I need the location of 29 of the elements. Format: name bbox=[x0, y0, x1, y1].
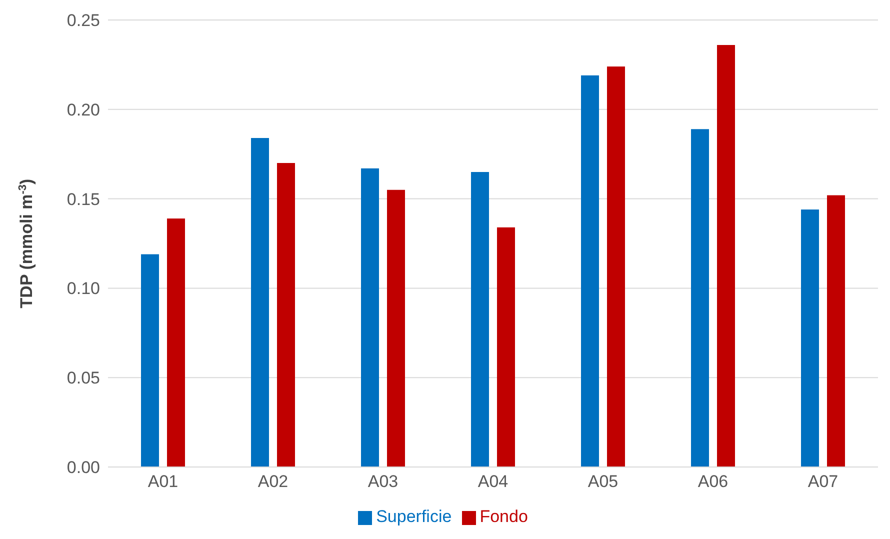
legend-label: Superficie bbox=[376, 507, 452, 526]
x-tick-label: A01 bbox=[148, 472, 178, 492]
x-tick-label: A03 bbox=[368, 472, 398, 492]
x-tick-label: A04 bbox=[478, 472, 508, 492]
bar bbox=[277, 163, 295, 467]
y-tick-label: 0.20 bbox=[66, 100, 100, 120]
x-tick-label: A07 bbox=[808, 472, 838, 492]
bar bbox=[141, 254, 159, 467]
y-tick-label: 0.25 bbox=[66, 11, 100, 30]
bar bbox=[361, 168, 379, 467]
bar bbox=[691, 129, 709, 467]
bar bbox=[387, 190, 405, 467]
x-tick-label: A05 bbox=[588, 472, 618, 492]
y-tick-label: 0.10 bbox=[66, 279, 100, 298]
bar bbox=[581, 75, 599, 467]
bar bbox=[497, 227, 515, 467]
x-tick-label: A02 bbox=[258, 472, 288, 492]
bar bbox=[167, 218, 185, 467]
bar bbox=[471, 172, 489, 467]
legend-label: Fondo bbox=[480, 507, 528, 526]
bar bbox=[801, 210, 819, 467]
bar bbox=[717, 45, 735, 467]
x-tick-label: A06 bbox=[698, 472, 728, 492]
y-tick-label: 0.15 bbox=[66, 190, 100, 209]
bar bbox=[251, 138, 269, 467]
y-tick-label: 0.05 bbox=[66, 368, 100, 388]
bar bbox=[827, 195, 845, 467]
bar bbox=[607, 66, 625, 467]
y-tick-label: 0.00 bbox=[66, 458, 100, 478]
